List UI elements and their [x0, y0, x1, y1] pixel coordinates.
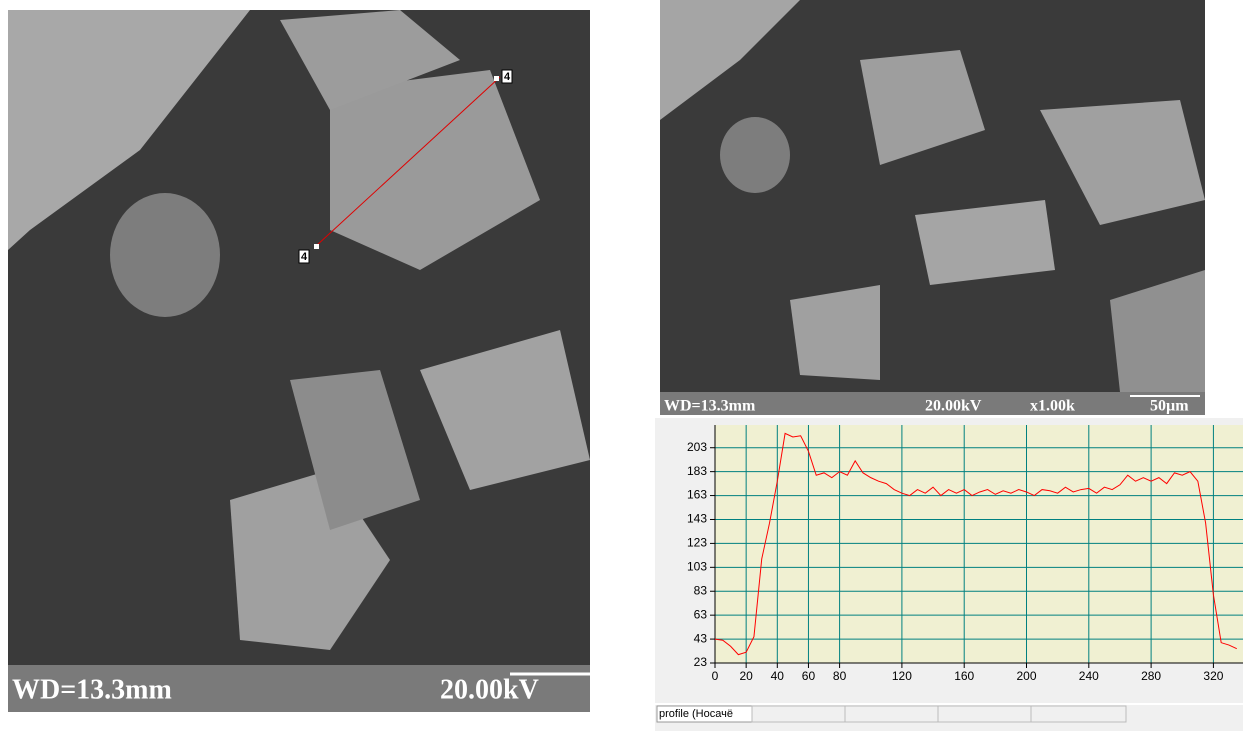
- y-tick-label: 163: [687, 488, 707, 502]
- wd-label: WD=13.3mm: [664, 398, 756, 415]
- y-tick-label: 23: [694, 655, 708, 669]
- x-tick-label: 160: [954, 669, 974, 683]
- kv-label: 20.00kV: [440, 674, 539, 705]
- y-tick-label: 183: [687, 464, 707, 478]
- wd-label: WD=13.3mm: [12, 674, 172, 705]
- kv-label: 20.00kV: [925, 398, 982, 415]
- mag-label: x1.00k: [1030, 398, 1075, 415]
- page: 4 4 WD=13.3mm 20.00kV WD=13.3mm 20.00kV …: [0, 0, 1243, 731]
- y-tick-label: 83: [694, 583, 708, 597]
- y-tick-label: 203: [687, 440, 707, 454]
- y-tick-label: 43: [694, 631, 708, 645]
- right-sem-image: WD=13.3mm 20.00kV x1.00k 50µm: [660, 0, 1205, 415]
- x-tick-label: 200: [1016, 669, 1036, 683]
- y-tick-label: 103: [687, 559, 707, 573]
- x-tick-label: 0: [712, 669, 719, 683]
- marker-label: 4: [504, 71, 511, 83]
- plot-area: [715, 425, 1243, 663]
- x-tick-label: 320: [1203, 669, 1223, 683]
- marker-label: 4: [301, 251, 308, 263]
- left-sem-image: 4 4 WD=13.3mm 20.00kV: [8, 10, 590, 712]
- status-bar: profile (Носачё: [655, 705, 1243, 731]
- y-tick-label: 143: [687, 512, 707, 526]
- y-tick-label: 123: [687, 536, 707, 550]
- x-tick-label: 80: [833, 669, 847, 683]
- x-tick-label: 120: [892, 669, 912, 683]
- scale-label: 50µm: [1150, 398, 1189, 415]
- x-tick-label: 60: [802, 669, 816, 683]
- x-tick-label: 240: [1079, 669, 1099, 683]
- x-tick-label: 280: [1141, 669, 1161, 683]
- x-tick-label: 20: [739, 669, 753, 683]
- x-tick-label: 40: [771, 669, 785, 683]
- y-tick-label: 63: [694, 607, 708, 621]
- status-label: profile (Носачё: [659, 708, 733, 720]
